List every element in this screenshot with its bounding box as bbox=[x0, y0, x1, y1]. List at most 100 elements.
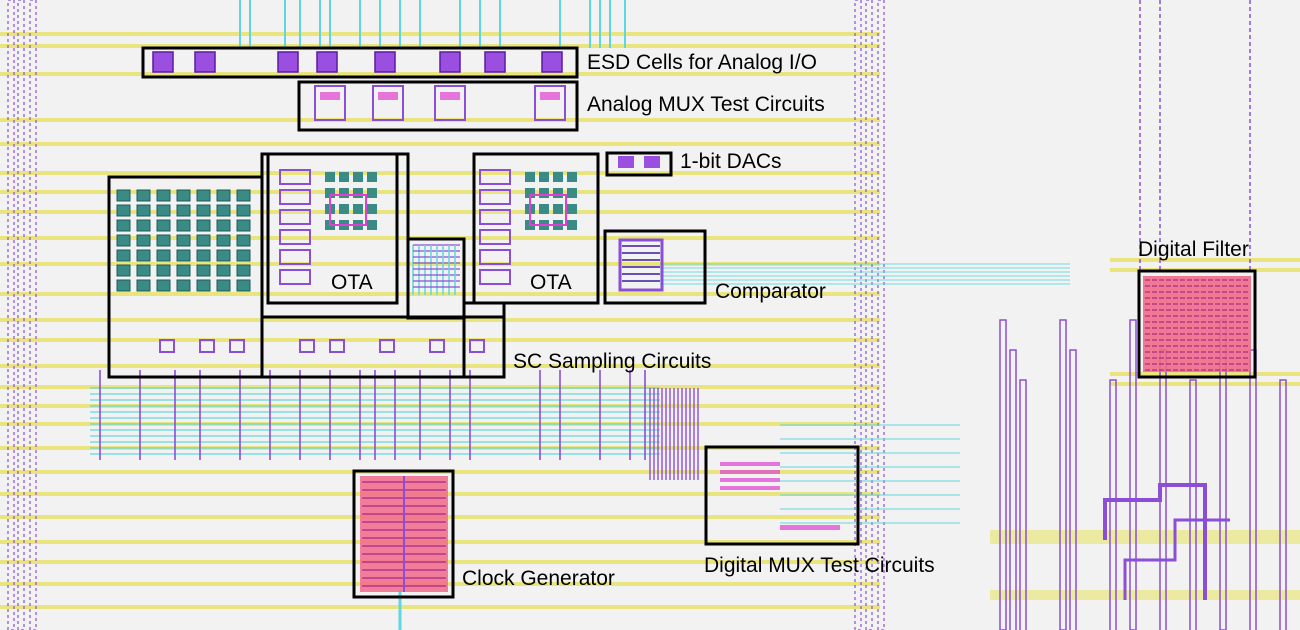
ota-core bbox=[529, 194, 567, 226]
capacitor-unit bbox=[196, 264, 211, 277]
capacitor-unit bbox=[216, 204, 231, 217]
digital-route-column bbox=[1249, 349, 1257, 630]
guard-ring-column bbox=[7, 0, 15, 630]
ota-capacitor bbox=[539, 172, 549, 182]
capacitor-unit bbox=[196, 279, 211, 292]
capacitor-unit bbox=[156, 279, 171, 292]
power-rail bbox=[1110, 258, 1300, 262]
capacitor-unit bbox=[156, 204, 171, 217]
ota-capacitor bbox=[553, 188, 563, 198]
outline-digital-filter bbox=[1137, 269, 1257, 379]
capacitor-unit bbox=[216, 189, 231, 202]
label-digital-filter: Digital Filter bbox=[1138, 238, 1249, 261]
capacitor-unit bbox=[176, 279, 191, 292]
power-rail bbox=[0, 72, 880, 76]
sc-switch bbox=[379, 339, 395, 353]
sc-switch bbox=[159, 339, 175, 353]
label-digital-mux: Digital MUX Test Circuits bbox=[704, 554, 935, 577]
ota-capacitor bbox=[539, 204, 549, 214]
ota-capacitor bbox=[567, 220, 577, 230]
mux-cell bbox=[314, 85, 346, 121]
esd-cell bbox=[541, 51, 563, 73]
ota-capacitor bbox=[567, 204, 577, 214]
guard-ring-column bbox=[854, 0, 862, 630]
esd-cell bbox=[194, 51, 216, 73]
power-rail bbox=[990, 530, 1300, 544]
guard-ring-column bbox=[29, 0, 37, 630]
label-1bit-dacs: 1-bit DACs bbox=[680, 150, 782, 173]
capacitor-unit bbox=[236, 249, 251, 262]
guard-ring-column bbox=[17, 0, 25, 630]
digital-route-column bbox=[1059, 319, 1067, 630]
power-rail bbox=[0, 364, 880, 368]
capacitor-unit bbox=[196, 234, 211, 247]
ota-capacitor bbox=[367, 204, 377, 214]
ota-transistor bbox=[479, 229, 511, 245]
label-ota-left: OTA bbox=[331, 271, 373, 294]
power-rail bbox=[0, 605, 880, 609]
ota-transistor bbox=[279, 189, 311, 205]
ota-capacitor bbox=[325, 172, 335, 182]
capacitor-unit bbox=[176, 189, 191, 202]
outline-dacs bbox=[605, 151, 673, 177]
outline-ota-right bbox=[472, 152, 600, 305]
capacitor-unit bbox=[216, 234, 231, 247]
label-esd-cells: ESD Cells for Analog I/O bbox=[587, 51, 817, 74]
esd-cell bbox=[277, 51, 299, 73]
capacitor-unit bbox=[116, 189, 131, 202]
capacitor-unit bbox=[136, 249, 151, 262]
sc-switch bbox=[429, 339, 445, 353]
sc-switch bbox=[469, 339, 485, 353]
label-analog-mux: Analog MUX Test Circuits bbox=[587, 93, 825, 116]
ota-capacitor bbox=[367, 220, 377, 230]
digital-route-column bbox=[999, 319, 1007, 630]
power-rail bbox=[1110, 372, 1300, 376]
power-rail bbox=[0, 318, 880, 322]
ota-transistor bbox=[279, 169, 311, 185]
power-rail bbox=[0, 292, 880, 296]
capacitor-unit bbox=[176, 249, 191, 262]
capacitor-unit bbox=[116, 234, 131, 247]
outline-clock-generator bbox=[352, 469, 455, 599]
ota-capacitor bbox=[353, 188, 363, 198]
capacitor-unit bbox=[156, 264, 171, 277]
digital-route bbox=[1103, 483, 1207, 600]
capacitor-unit bbox=[216, 249, 231, 262]
comparator-core bbox=[618, 238, 664, 292]
sc-switch bbox=[229, 339, 245, 353]
digital-route-column bbox=[1019, 379, 1027, 630]
label-comparator: Comparator bbox=[715, 280, 826, 303]
outline-comparator bbox=[603, 229, 707, 305]
power-rail bbox=[0, 171, 880, 175]
capacitor-unit bbox=[216, 219, 231, 232]
capacitor-unit bbox=[136, 204, 151, 217]
mux-cell bbox=[372, 85, 404, 121]
mux-cell-metal bbox=[440, 92, 460, 100]
sc-switch bbox=[199, 339, 215, 353]
dac-cell bbox=[644, 156, 660, 168]
esd-cell bbox=[316, 51, 338, 73]
ota-capacitor bbox=[553, 204, 563, 214]
ota-transistor bbox=[279, 209, 311, 225]
esd-cell bbox=[439, 51, 461, 73]
ota-transistor bbox=[479, 249, 511, 265]
capacitor-unit bbox=[236, 204, 251, 217]
ota-core bbox=[329, 194, 367, 226]
mux-cell-metal bbox=[378, 92, 398, 100]
capacitor-unit bbox=[176, 264, 191, 277]
capacitor-unit bbox=[136, 189, 151, 202]
block-outlines bbox=[107, 46, 1257, 599]
ota-transistor bbox=[279, 269, 311, 285]
guard-ring-column bbox=[877, 0, 885, 630]
outline-esd bbox=[141, 46, 579, 79]
ota-capacitor bbox=[567, 172, 577, 182]
outline-sc-sampling bbox=[109, 315, 506, 379]
label-ota-right: OTA bbox=[530, 271, 572, 294]
capacitor-unit bbox=[116, 279, 131, 292]
ota-capacitor bbox=[553, 172, 563, 182]
ota-capacitor bbox=[339, 172, 349, 182]
ota-capacitor bbox=[525, 172, 535, 182]
capacitor-unit bbox=[196, 204, 211, 217]
